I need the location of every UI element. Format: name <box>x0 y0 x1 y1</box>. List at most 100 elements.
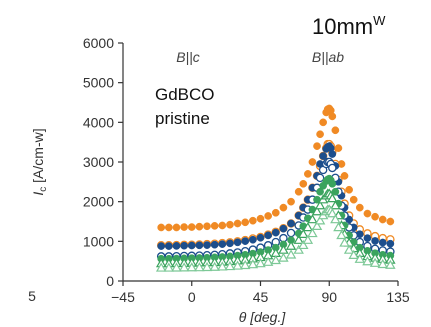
data-point <box>241 218 250 227</box>
y-tick-label: 1000 <box>83 233 114 249</box>
data-point <box>203 222 211 231</box>
data-point <box>330 214 341 224</box>
data-point <box>349 195 358 204</box>
data-point <box>195 222 204 231</box>
data-point <box>247 259 259 269</box>
data-point <box>328 179 337 188</box>
data-point <box>285 240 297 250</box>
data-point <box>226 239 234 248</box>
data-point <box>226 220 234 229</box>
data-point <box>187 223 196 231</box>
data-point <box>271 208 280 217</box>
data-point <box>163 262 175 272</box>
annotation-b-parallel-c: B||c <box>176 49 200 65</box>
data-point <box>343 244 355 254</box>
data-point <box>313 142 321 150</box>
data-point <box>354 253 366 263</box>
data-point <box>164 223 173 232</box>
data-point <box>319 152 327 160</box>
data-point <box>203 241 211 249</box>
y-axis-title-unit: [A/cm-w] <box>30 128 46 186</box>
data-point <box>302 222 314 232</box>
data-point <box>186 262 197 272</box>
data-point <box>241 237 250 245</box>
annotation-b-parallel-ab: B||ab <box>312 49 344 65</box>
data-point <box>299 179 308 188</box>
data-point <box>378 215 387 224</box>
data-point <box>262 256 274 266</box>
data-point <box>319 118 327 127</box>
data-point <box>304 170 312 178</box>
series-3 <box>157 142 395 250</box>
data-point <box>314 215 326 225</box>
data-point <box>294 187 303 196</box>
data-point <box>264 231 272 240</box>
data-point <box>178 262 190 272</box>
series-7 <box>155 204 396 272</box>
y-tick-label: 3000 <box>83 154 114 170</box>
data-point <box>255 258 266 268</box>
data-point <box>155 262 167 272</box>
data-point <box>264 212 272 220</box>
data-point <box>340 172 349 180</box>
data-point <box>362 256 373 266</box>
data-point <box>385 259 396 269</box>
data-point <box>180 223 188 231</box>
data-point <box>378 238 387 247</box>
data-point <box>180 241 188 250</box>
data-point <box>279 203 288 212</box>
y-axis-title-sub: c <box>38 187 49 192</box>
data-point <box>172 242 181 250</box>
data-point <box>328 150 337 158</box>
annotation-width-sup: W <box>373 13 386 28</box>
data-point <box>307 214 318 224</box>
data-point <box>339 237 350 247</box>
data-point <box>249 235 257 244</box>
y-tick-label: 0 <box>106 273 114 289</box>
data-point <box>333 222 344 232</box>
stray-label: 5 <box>28 288 36 304</box>
data-point <box>330 200 341 210</box>
data-point <box>172 223 181 232</box>
annotation-width-main: 10mm <box>312 14 373 39</box>
data-point <box>348 249 359 259</box>
data-point <box>307 227 318 238</box>
data-point <box>363 234 372 243</box>
data-point <box>224 260 236 271</box>
data-point <box>371 237 379 245</box>
x-tick-label: −45 <box>111 289 135 305</box>
data-point <box>194 262 205 272</box>
data-point <box>201 261 213 272</box>
data-point <box>308 158 317 166</box>
data-point <box>285 249 297 259</box>
data-point <box>171 262 182 272</box>
data-point <box>328 112 337 121</box>
data-point <box>363 209 372 218</box>
data-point <box>278 252 289 262</box>
data-point <box>210 240 219 249</box>
data-point <box>195 241 204 250</box>
data-point <box>218 240 227 248</box>
data-point <box>256 214 265 223</box>
data-point <box>327 208 338 218</box>
data-point <box>334 144 343 152</box>
data-point <box>293 234 304 244</box>
series-1 <box>157 104 395 232</box>
x-tick-label: 45 <box>253 289 269 305</box>
data-point <box>316 187 324 196</box>
annotation-width: 10mmW <box>312 13 386 39</box>
data-point <box>232 260 243 270</box>
data-point <box>217 261 228 271</box>
x-axis-title: θ [deg.] <box>239 309 287 325</box>
data-point <box>218 221 227 230</box>
data-point <box>233 219 242 228</box>
data-point <box>270 254 282 265</box>
y-tick-label: 4000 <box>83 114 114 130</box>
data-point <box>331 126 340 135</box>
y-tick-label: 6000 <box>83 35 114 51</box>
data-point <box>286 228 296 238</box>
x-tick-label: 135 <box>386 289 410 305</box>
data-point <box>187 241 196 250</box>
